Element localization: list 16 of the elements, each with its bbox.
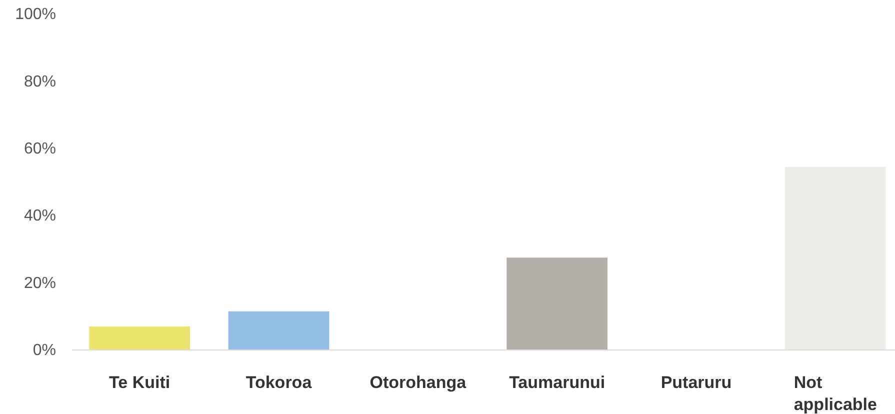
bar: [784, 166, 886, 350]
y-tick-label: 40%: [24, 208, 56, 225]
bar: [89, 326, 190, 350]
x-tick-label: Putaruru: [660, 373, 732, 392]
y-tick-label: 20%: [24, 274, 56, 292]
y-tick-label: 0%: [32, 342, 56, 360]
y-tick-label: 100%: [15, 6, 56, 24]
bar: [506, 258, 608, 350]
x-tick-label: Tokoroa: [246, 373, 312, 392]
x-tick-label: Taumarunui: [509, 373, 606, 392]
bar: [228, 311, 330, 350]
y-tick-label: 80%: [24, 73, 56, 90]
x-tick-label: Not applicable: [794, 373, 877, 414]
x-tick-label: Te Kuiti: [109, 373, 170, 392]
y-tick-label: 60%: [24, 140, 56, 158]
x-tick-label: Otorohanga: [370, 373, 467, 392]
